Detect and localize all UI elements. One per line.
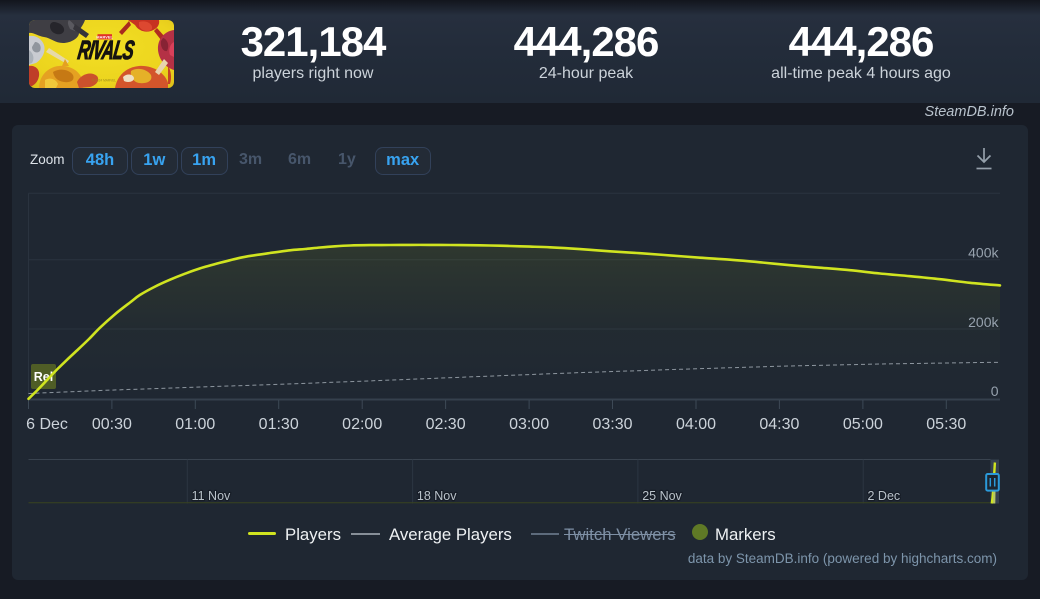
svg-text:0: 0 (991, 383, 999, 399)
svg-text:25 Nov: 25 Nov (642, 489, 682, 503)
svg-text:02:30: 02:30 (426, 416, 466, 433)
svg-text:MARVEL: MARVEL (96, 35, 113, 39)
svg-text:11 Nov: 11 Nov (192, 489, 231, 503)
svg-text:01:00: 01:00 (175, 416, 215, 433)
svg-text:© 2024 MARVEL: © 2024 MARVEL (92, 79, 116, 83)
svg-text:00:30: 00:30 (92, 416, 132, 433)
svg-text:RIVALS: RIVALS (76, 35, 137, 65)
svg-text:03:30: 03:30 (592, 416, 632, 433)
svg-text:18 Nov: 18 Nov (417, 489, 457, 503)
svg-text:200k: 200k (968, 314, 999, 330)
svg-text:2 Dec: 2 Dec (868, 489, 901, 503)
svg-text:400k: 400k (968, 245, 999, 261)
svg-text:6 Dec: 6 Dec (26, 416, 68, 433)
svg-text:04:00: 04:00 (676, 416, 716, 433)
svg-text:01:30: 01:30 (259, 416, 299, 433)
svg-text:03:00: 03:00 (509, 416, 549, 433)
svg-text:02:00: 02:00 (342, 416, 382, 433)
svg-text:05:00: 05:00 (843, 416, 883, 433)
svg-text:04:30: 04:30 (759, 416, 799, 433)
svg-text:05:30: 05:30 (926, 416, 966, 433)
